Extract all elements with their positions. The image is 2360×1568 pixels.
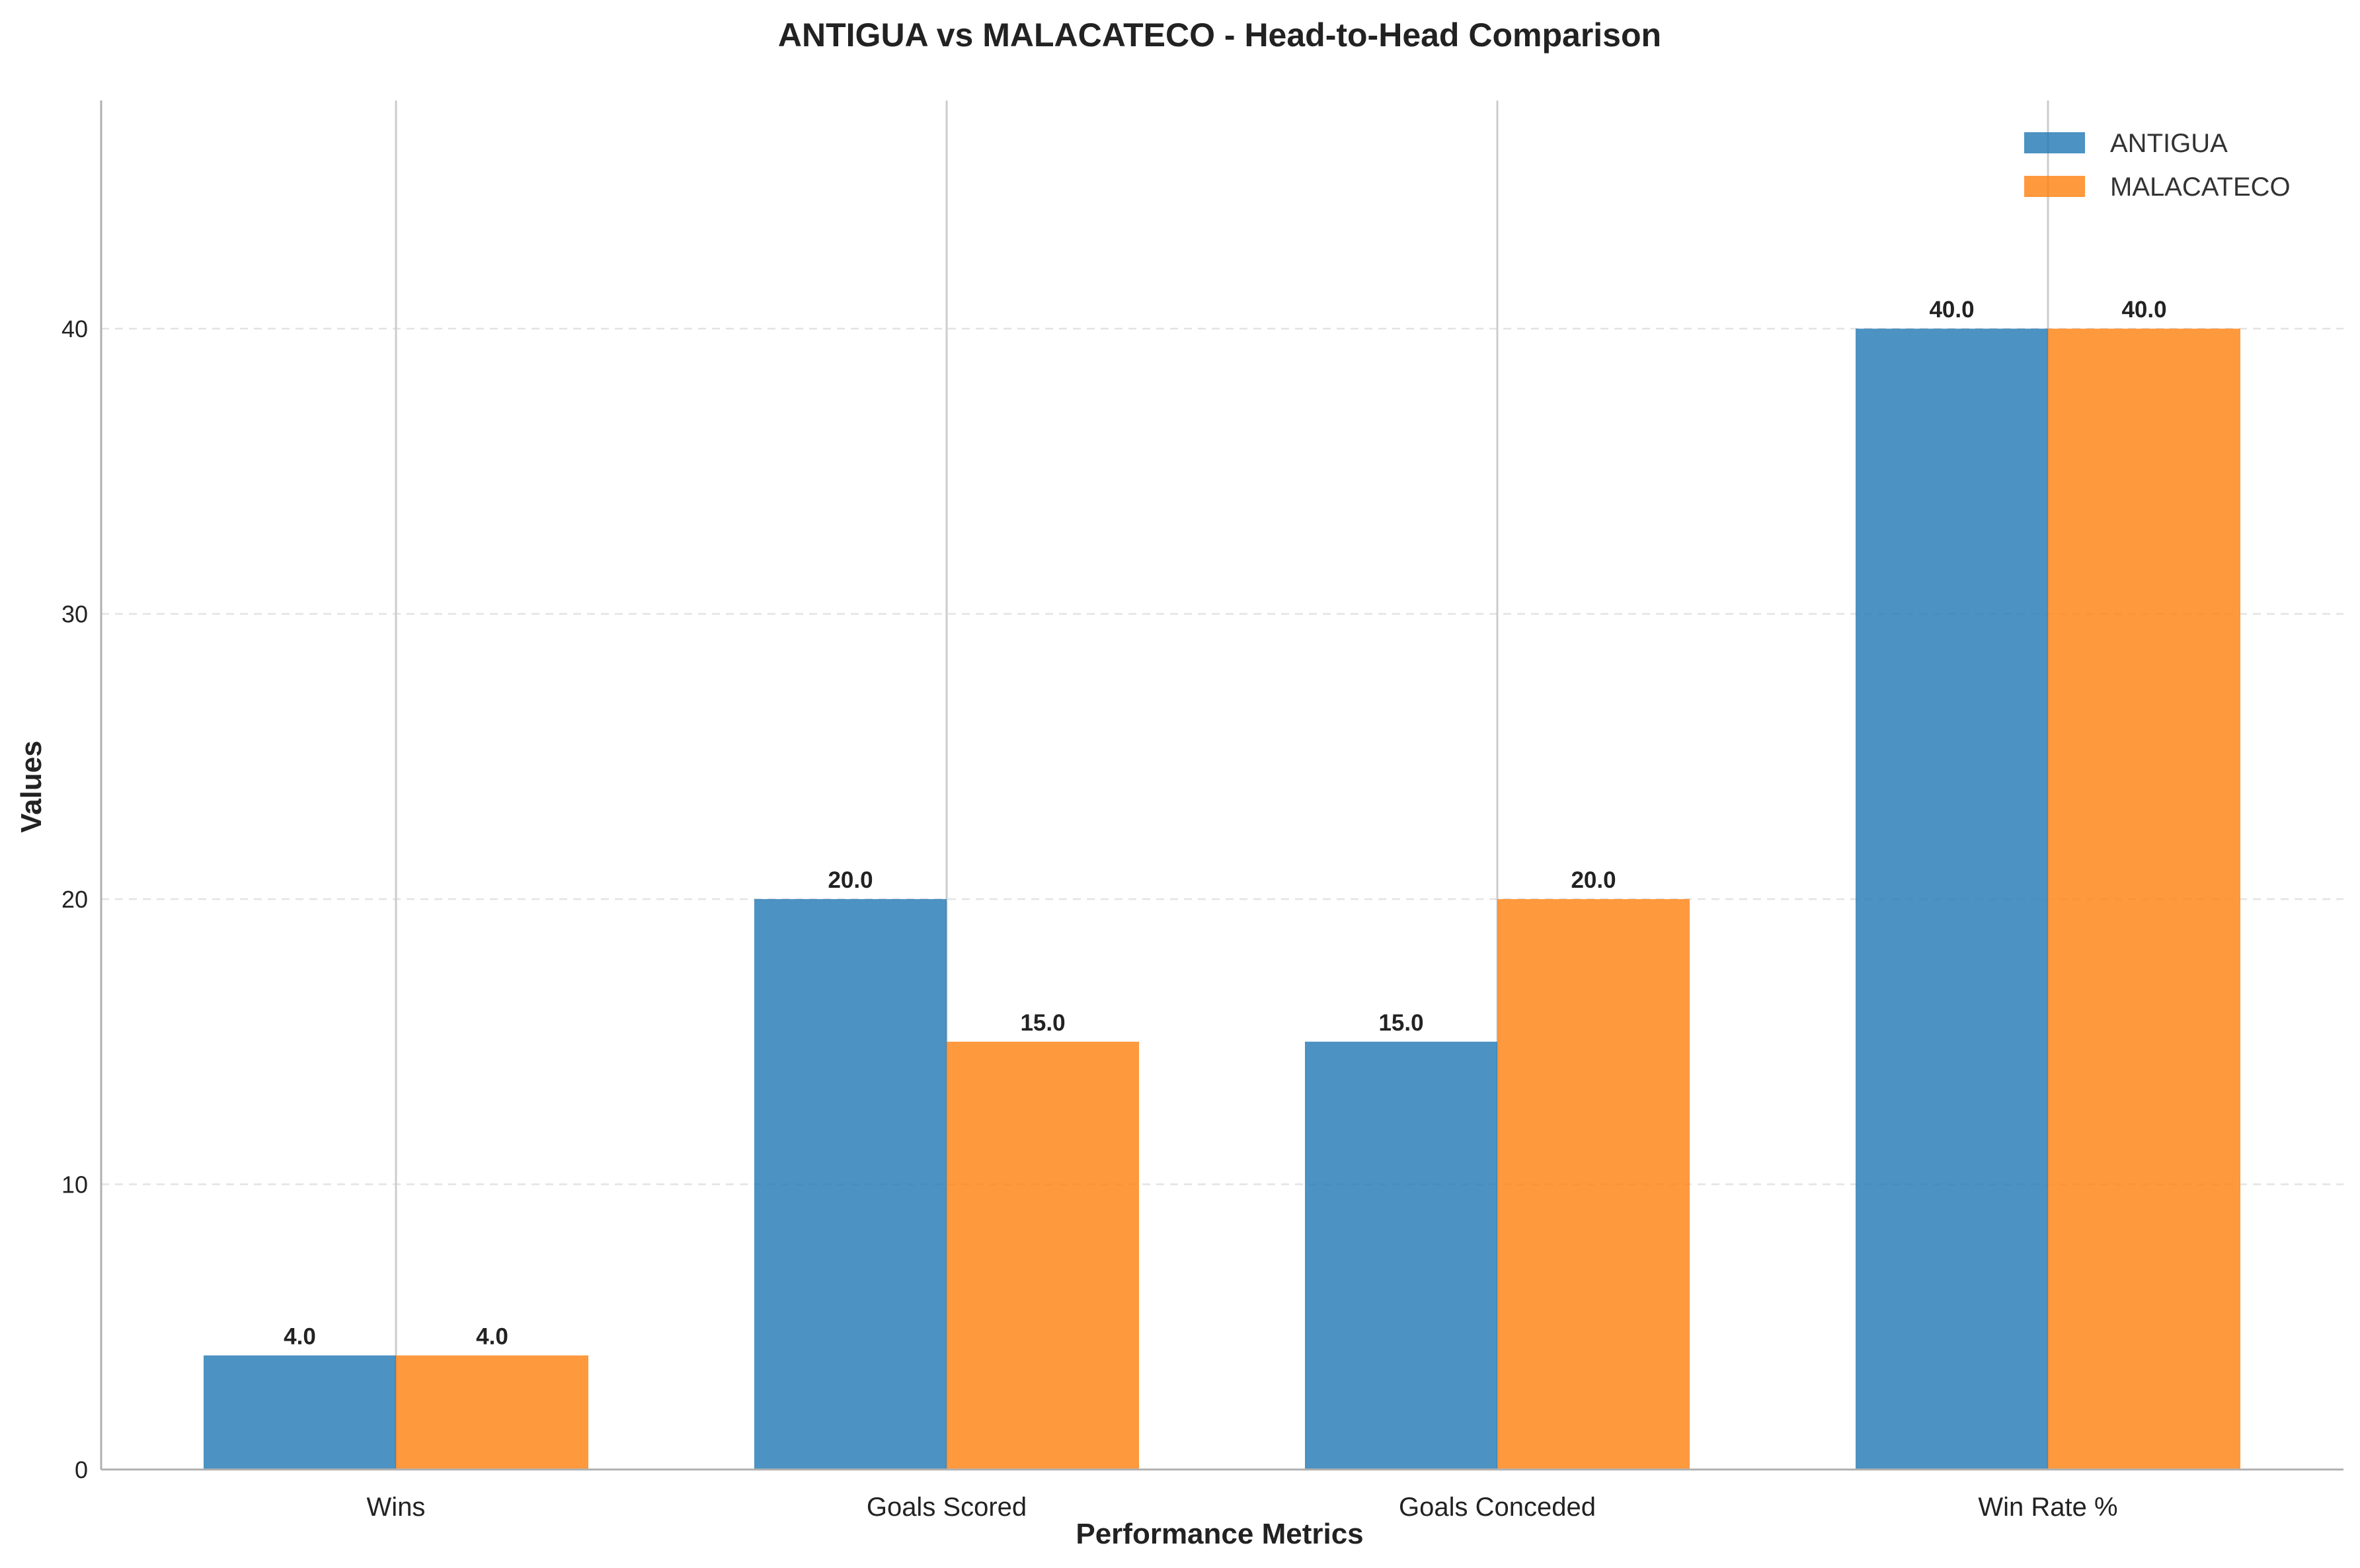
x-tick-label: Win Rate % (1978, 1493, 2117, 1522)
x-axis-label: Performance Metrics (1076, 1518, 1363, 1550)
bar-value-label: 40.0 (1929, 297, 1974, 323)
x-tick-label: Goals Conceded (1399, 1493, 1596, 1522)
bar-value-label: 15.0 (1378, 1010, 1423, 1036)
legend-swatch (2024, 132, 2085, 153)
bar-antigua (1305, 1041, 1497, 1470)
legend-label: MALACATECO (2110, 173, 2291, 202)
bar-malacateco (947, 1041, 1139, 1470)
x-tick-label: Goals Scored (867, 1493, 1027, 1522)
y-tick-label: 30 (61, 601, 88, 628)
y-axis-label: Values (15, 740, 48, 832)
axes: 0 10 20 30 40 Wins Goals Scored Goals Conceded W… (61, 100, 2343, 1522)
bar-value-label: 15.0 (1020, 1010, 1065, 1036)
legend-swatch (2024, 176, 2085, 197)
bar-value-labels: 4.0 20.0 15.0 40.0 4.0 15.0 20.0 40.0 (284, 297, 2166, 1349)
bar-antigua (1856, 329, 2048, 1470)
bar-antigua (754, 899, 947, 1470)
y-tick-label: 20 (61, 886, 88, 913)
bar-value-label: 4.0 (476, 1323, 508, 1349)
bar-value-label: 20.0 (828, 867, 873, 893)
chart-title: ANTIGUA vs MALACATECO - Head-to-Head Com… (778, 17, 1661, 54)
bar-value-label: 20.0 (1571, 867, 1616, 893)
bar-value-label: 40.0 (2121, 297, 2166, 323)
y-tick-label: 40 (61, 315, 88, 342)
bar-malacateco (396, 1355, 588, 1470)
x-tick-label: Wins (367, 1493, 426, 1522)
y-tick-label: 0 (75, 1456, 88, 1483)
legend-label: ANTIGUA (2110, 129, 2228, 158)
bar-malacateco (2048, 329, 2240, 1470)
legend: ANTIGUA MALACATECO (2024, 129, 2291, 202)
bar-value-label: 4.0 (284, 1323, 316, 1349)
y-tick-label: 10 (61, 1171, 88, 1198)
bars (204, 329, 2240, 1470)
bar-antigua (204, 1355, 396, 1470)
bar-malacateco (1497, 899, 1690, 1470)
